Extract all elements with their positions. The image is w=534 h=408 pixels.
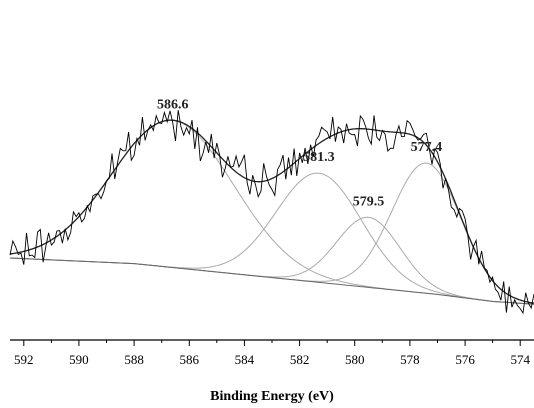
x-tick-label: 574	[510, 352, 530, 367]
x-tick-label: 580	[345, 352, 365, 367]
x-tick-label: 592	[14, 352, 34, 367]
x-axis: 592 590 588 586 584 582 580 578 576 574	[10, 339, 534, 367]
plot-area	[9, 110, 534, 315]
peak-labels: 586.6 581.3 579.5 577.4	[157, 98, 442, 210]
component-peak-2	[9, 216, 534, 305]
x-tick-label: 590	[69, 352, 89, 367]
envelope-line	[9, 119, 534, 304]
x-axis-title: Binding Energy (eV)	[210, 389, 334, 404]
x-tick-label: 582	[290, 352, 310, 367]
component-peak-3	[9, 162, 534, 304]
x-tick-label: 576	[455, 352, 475, 367]
peak-label: 581.3	[303, 150, 335, 165]
x-tick-label: 578	[400, 352, 420, 367]
peak-label: 577.4	[411, 140, 443, 155]
x-tick-label: 584	[235, 352, 255, 367]
peak-label: 579.5	[353, 194, 385, 209]
raw-data-line	[9, 110, 534, 315]
x-tick-label: 586	[180, 352, 200, 367]
x-tick-label: 588	[124, 352, 144, 367]
background-line	[9, 257, 534, 305]
peak-label: 586.6	[157, 98, 189, 113]
